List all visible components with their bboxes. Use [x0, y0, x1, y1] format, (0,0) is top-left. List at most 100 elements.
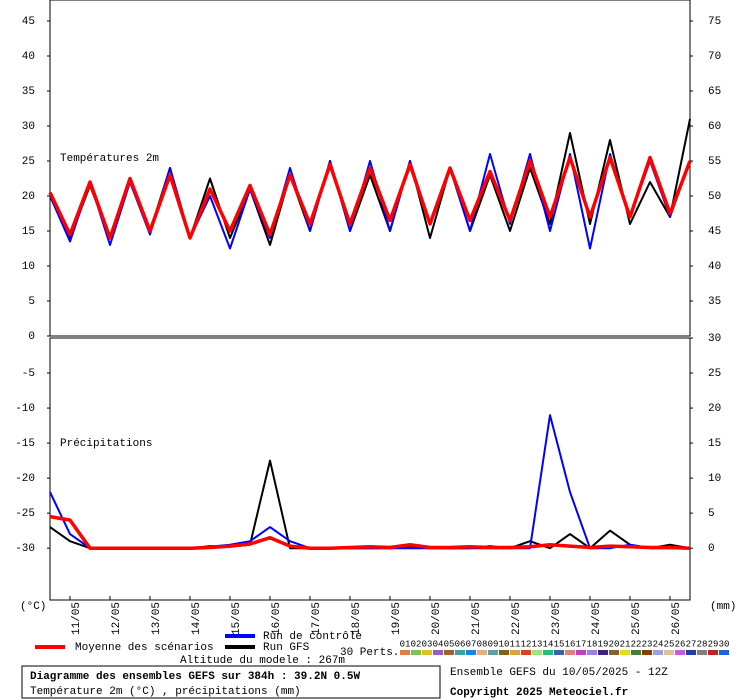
- y-tick-label: -25: [15, 508, 35, 520]
- x-tick-label: 20/05: [431, 602, 443, 635]
- pert-number: 13: [532, 639, 543, 649]
- pert-swatch: [554, 650, 564, 655]
- x-tick-label: 18/05: [351, 602, 363, 635]
- pert-swatch: [576, 650, 586, 655]
- pert-swatch: [642, 650, 652, 655]
- x-tick-label: 16/05: [271, 602, 283, 635]
- pert-number: 26: [675, 639, 686, 649]
- pert-swatch: [444, 650, 454, 655]
- altitude: Altitude du modele : 267m: [180, 655, 345, 667]
- pert-number: 06: [455, 639, 466, 649]
- x-tick-label: 17/05: [311, 602, 323, 635]
- y2-tick-label: 45: [708, 226, 721, 238]
- pert-number: 25: [664, 639, 675, 649]
- y2-tick-label: 35: [708, 296, 721, 308]
- y2-tick-label: 50: [708, 191, 721, 203]
- pert-number: 04: [433, 639, 444, 649]
- y2-tick-label: 55: [708, 156, 721, 168]
- pert-swatch: [477, 650, 487, 655]
- copyright: Copyright 2025 Meteociel.fr: [450, 687, 628, 699]
- x-tick-label: 11/05: [71, 602, 83, 635]
- footer-box: [21, 665, 441, 699]
- pert-number: 12: [521, 639, 532, 649]
- series-line: [48, 155, 692, 240]
- pert-number: 05: [444, 639, 455, 649]
- y2-tick-label: 30: [708, 333, 721, 345]
- precip-panel: [49, 337, 691, 601]
- y-tick-label: 10: [22, 261, 35, 273]
- y2-tick-label: 15: [708, 438, 721, 450]
- pert-number: 29: [708, 639, 719, 649]
- run-info: Ensemble GEFS du 10/05/2025 - 12Z: [450, 667, 668, 679]
- y-tick-label: 25: [22, 156, 35, 168]
- x-tick-label: 25/05: [631, 602, 643, 635]
- pert-swatch: [422, 650, 432, 655]
- y-tick-label: 15: [22, 226, 35, 238]
- pert-swatch: [697, 650, 707, 655]
- pert-number: 02: [411, 639, 422, 649]
- pert-number: 07: [466, 639, 477, 649]
- footer-title: Diagramme des ensembles GEFS sur 384h : …: [30, 671, 360, 683]
- pert-swatch: [609, 650, 619, 655]
- panel-label: Températures 2m: [60, 153, 159, 165]
- pert-swatch: [598, 650, 608, 655]
- x-tick-label: 13/05: [151, 602, 163, 635]
- y2-tick-label: 25: [708, 368, 721, 380]
- panel-label: Précipitations: [60, 438, 152, 450]
- x-tick-label: 15/05: [231, 602, 243, 635]
- pert-number: 30: [719, 639, 730, 649]
- pert-number: 03: [422, 639, 433, 649]
- pert-swatch: [587, 650, 597, 655]
- pert-number: 16: [565, 639, 576, 649]
- x-tick-label: 24/05: [591, 602, 603, 635]
- pert-number: 27: [686, 639, 697, 649]
- y-tick-label: 30: [22, 121, 35, 133]
- pert-number: 09: [488, 639, 499, 649]
- pert-number: 10: [499, 639, 510, 649]
- pert-number: 23: [642, 639, 653, 649]
- pert-swatch: [510, 650, 520, 655]
- x-tick-label: 19/05: [391, 602, 403, 635]
- y2-tick-label: 20: [708, 403, 721, 415]
- pert-swatch: [653, 650, 663, 655]
- pert-number: 18: [587, 639, 598, 649]
- pert-number: 11: [510, 639, 521, 649]
- pert-swatch: [411, 650, 421, 655]
- y-tick-label: -20: [15, 473, 35, 485]
- series-line: [49, 514, 691, 550]
- x-tick-label: 14/05: [191, 602, 203, 635]
- y2-tick-label: 10: [708, 473, 721, 485]
- y-tick-label: -30: [15, 543, 35, 555]
- pert-swatch: [433, 650, 443, 655]
- footer-subtitle: Température 2m (°C) , précipitations (mm…: [30, 686, 301, 698]
- y2-tick-label: 60: [708, 121, 721, 133]
- pert-number: 19: [598, 639, 609, 649]
- y2-tick-label: 0: [708, 543, 715, 555]
- legend-label: Run GFS: [263, 642, 310, 654]
- y2-tick-label: 75: [708, 16, 721, 28]
- pert-swatch: [466, 650, 476, 655]
- pert-swatch: [543, 650, 553, 655]
- y2-tick-label: 70: [708, 51, 721, 63]
- y2-tick-label: 40: [708, 261, 721, 273]
- pert-swatch: [686, 650, 696, 655]
- pert-swatch: [708, 650, 718, 655]
- y-tick-label: 35: [22, 86, 35, 98]
- pert-swatch: [400, 650, 410, 655]
- pert-number: 20: [609, 639, 620, 649]
- x-tick-label: 26/05: [671, 602, 683, 635]
- pert-swatch: [532, 650, 542, 655]
- pert-swatch: [620, 650, 630, 655]
- y-tick-label: 40: [22, 51, 35, 63]
- legend-label: Moyenne des scénarios: [75, 642, 214, 654]
- pert-number: 24: [653, 639, 664, 649]
- pert-number: 28: [697, 639, 708, 649]
- x-tick-label: 22/05: [511, 602, 523, 635]
- y-tick-label: 0: [28, 331, 35, 343]
- pert-number: 08: [477, 639, 488, 649]
- y-tick-label: -5: [22, 368, 35, 380]
- pert-swatch: [719, 650, 729, 655]
- pert-number: 01: [400, 639, 411, 649]
- y-tick-label: 45: [22, 16, 35, 28]
